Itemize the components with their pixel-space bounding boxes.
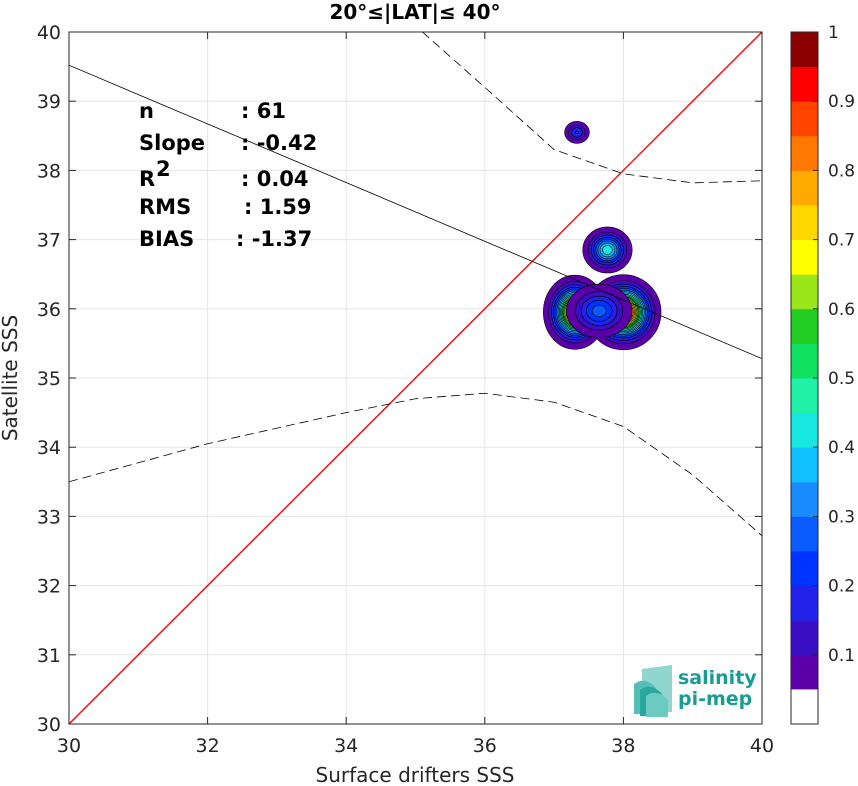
logo-line-1: salinity: [678, 667, 757, 689]
density-contour-level: [575, 130, 579, 134]
colorbar-segment-level: [791, 135, 818, 171]
regression-line: [69, 64, 762, 359]
x-tick-label: 32: [196, 735, 220, 757]
colorbar-tick-label: 0.2: [828, 577, 855, 597]
colorbar-tick-label: 0.4: [828, 438, 855, 458]
colorbar-segment-level: [791, 66, 818, 102]
colorbar-segment-level: [791, 585, 818, 621]
x-tick-label: 34: [334, 735, 358, 757]
grid: [68, 31, 763, 725]
colorbar-tick-label: 0.9: [828, 92, 855, 112]
colorbar-segment-level: [791, 170, 818, 206]
colorbar-segment-level: [791, 551, 818, 587]
x-axis-ticks: 30 32 34 36 38 40: [57, 32, 774, 757]
y-tick-label: 34: [37, 437, 61, 459]
confidence-band-lower: [69, 392, 762, 537]
colorbar-segment-level: [791, 101, 818, 137]
x-tick-label: 30: [57, 735, 81, 757]
stat-label: BIAS: [139, 227, 194, 251]
colorbar-segment-level: [791, 412, 818, 448]
y-axis-label: Satellite SSS: [0, 315, 22, 441]
stat-row: n : 61: [139, 99, 286, 123]
statistics-box: n : 61 Slope : -0.42 R 2 : 0.04 RMS : 1.59 BIAS : …: [139, 99, 317, 251]
colorbar-segment-level: [791, 378, 818, 414]
logo-line-2: pi-mep: [678, 688, 752, 710]
chart-title: 20°≤|LAT|≤ 40°: [329, 0, 500, 24]
y-tick-label: 40: [37, 22, 61, 44]
stat-label: R: [139, 167, 155, 191]
stat-value: : 61: [241, 99, 286, 123]
x-tick-label: 38: [611, 735, 635, 757]
colorbar-tick-label: 0.8: [828, 161, 855, 181]
colorbar-tick-label: 0.3: [828, 507, 855, 527]
colorbar-segment-level: [791, 205, 818, 241]
salinity-logo: salinity pi-mep: [634, 665, 757, 717]
colorbar-segment-top: [791, 32, 818, 68]
stat-label: n: [139, 99, 154, 123]
density-contour-level: [591, 304, 607, 317]
stat-row: Slope : -0.42: [139, 131, 317, 155]
stat-label: Slope: [139, 131, 205, 155]
colorbar-segment-level: [791, 516, 818, 552]
y-tick-label: 37: [37, 230, 61, 252]
y-tick-label: 32: [37, 576, 61, 598]
stat-row: RMS : 1.59: [139, 195, 312, 219]
wave-logo-icon: [634, 665, 672, 717]
colorbar-segment-level: [791, 239, 818, 275]
stat-value: : -0.42: [241, 131, 317, 155]
y-axis-ticks: 30 31 32 33 34 35 36 37 38 39 40: [37, 22, 762, 736]
colorbar-tick-label: 0.5: [828, 369, 855, 389]
stat-label: RMS: [139, 195, 191, 219]
identity-line: [69, 32, 762, 724]
stat-value: : 0.04: [241, 167, 309, 191]
colorbar-tick-label: 1: [828, 23, 839, 43]
colorbar-tick-label: 0.6: [828, 300, 855, 320]
colorbar-segment-level: [791, 308, 818, 344]
stat-value: : 1.59: [244, 195, 312, 219]
confidence-band-upper: [422, 32, 762, 184]
fit-lines: [69, 32, 762, 724]
x-tick-label: 40: [750, 735, 774, 757]
colorbar-segment-level: [791, 274, 818, 310]
colorbar-segment-level: [791, 447, 818, 483]
y-tick-label: 33: [37, 506, 61, 528]
x-tick-label: 36: [473, 735, 497, 757]
colorbar-segment-level: [791, 654, 818, 690]
x-axis-label: Surface drifters SSS: [316, 763, 515, 786]
y-tick-label: 38: [37, 160, 61, 182]
stat-row: BIAS : -1.37: [139, 227, 312, 251]
stat-value: : -1.37: [236, 227, 312, 251]
y-tick-label: 36: [37, 299, 61, 321]
y-tick-label: 31: [37, 645, 61, 667]
colorbar-segment-zero: [791, 689, 818, 724]
colorbar-segment-level: [791, 481, 818, 517]
colorbar: 0.1 0.2 0.3 0.4 0.5 0.6 0.7 0.8 0.9 1: [790, 23, 855, 725]
y-tick-label: 39: [37, 91, 61, 113]
colorbar-segment-level: [791, 620, 818, 656]
colorbar-tick-label: 0.7: [828, 231, 855, 251]
colorbar-tick-label: 0.1: [828, 646, 855, 666]
y-tick-label: 30: [37, 714, 61, 736]
stat-label-superscript: 2: [156, 157, 171, 181]
colorbar-segment-level: [791, 343, 818, 379]
density-contour-level: [602, 245, 613, 255]
y-tick-label: 35: [37, 368, 61, 390]
